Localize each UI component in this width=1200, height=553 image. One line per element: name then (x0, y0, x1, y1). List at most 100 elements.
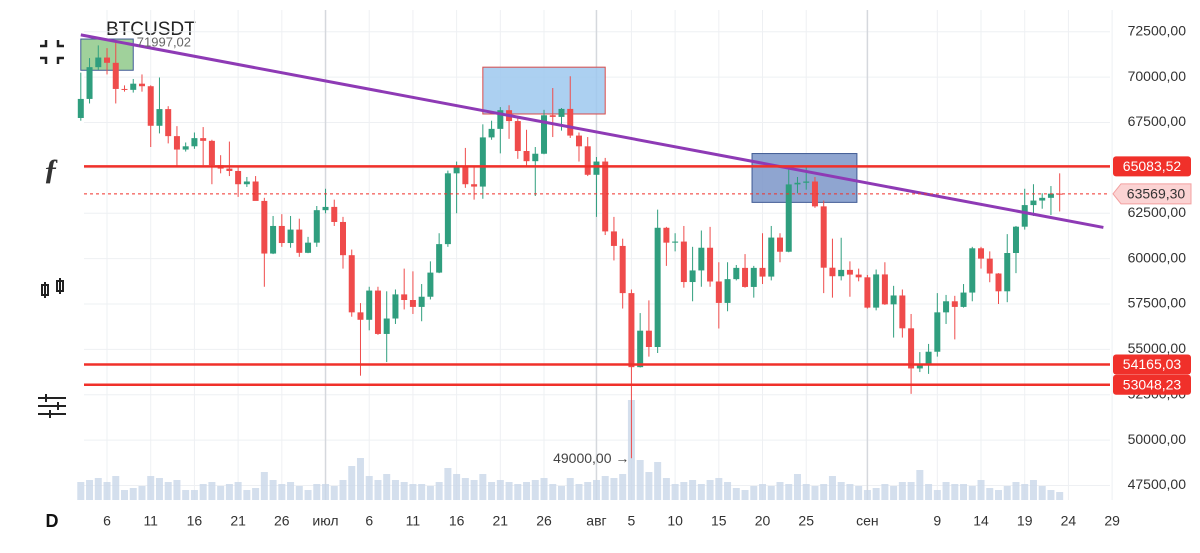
candle-body (471, 184, 478, 187)
volume-bar (496, 480, 504, 500)
candle-body (165, 109, 172, 137)
interval[interactable]: D (46, 511, 59, 531)
volume-bar (287, 482, 295, 500)
candle-body (698, 247, 705, 271)
volume-bar (828, 476, 836, 500)
volume-bar (1029, 480, 1037, 500)
candle-body (777, 237, 783, 252)
candle-icon[interactable] (41, 278, 64, 298)
volume-bar (1038, 486, 1046, 500)
x-tick-label: 6 (103, 513, 111, 529)
volume-bar (252, 488, 260, 500)
volume-bar (846, 484, 854, 500)
candle-body (1012, 226, 1019, 254)
volume-bar (575, 484, 583, 500)
candle-body (943, 301, 950, 313)
x-tick-label: 26 (536, 513, 552, 529)
volume-bar (951, 484, 959, 500)
volume-bar (601, 476, 609, 500)
volume-bar (811, 486, 819, 500)
volume-bar (208, 482, 216, 500)
volume-bar (820, 484, 828, 500)
volume-bar (243, 490, 251, 500)
candle-body (785, 184, 792, 252)
volume-bar (680, 482, 688, 500)
x-tick-label: 15 (711, 513, 727, 529)
fullscreen-icon[interactable] (40, 40, 64, 64)
level-label: 53048,23 (1123, 376, 1182, 392)
candle-body (680, 241, 687, 283)
candle-body (418, 296, 425, 307)
volume-bar (933, 490, 941, 500)
volume-bar (391, 480, 399, 500)
candle-body (916, 364, 923, 369)
volume-bar (785, 484, 793, 500)
volume-bar (77, 482, 85, 500)
volume-bar (322, 484, 330, 500)
candle-body (811, 181, 818, 207)
candle-body (497, 110, 504, 129)
volume-bar (1021, 484, 1029, 500)
trendline (80, 33, 1104, 229)
volume-bar (558, 486, 565, 500)
volume-bar (418, 484, 426, 500)
volume-bar (1012, 482, 1020, 500)
candle-body (934, 312, 941, 352)
candle-body (715, 281, 722, 303)
candle-body (724, 279, 731, 303)
y-tick-label: 67500,00 (1128, 113, 1187, 129)
x-tick-label: 29 (1104, 513, 1120, 529)
volume-bar (523, 482, 531, 500)
volume-bar (313, 484, 321, 500)
volume-bar (977, 480, 985, 500)
volume-bar (129, 488, 137, 500)
volume-bar (190, 490, 198, 500)
volume-bar (863, 490, 871, 500)
x-tick-label: сен (856, 513, 879, 529)
volume-bar (155, 478, 163, 500)
candle-body (156, 109, 163, 126)
volume-bar (741, 490, 749, 500)
volume-bar (479, 474, 487, 500)
volume-bar (671, 484, 679, 500)
candle-body (549, 115, 556, 117)
candle-body (1030, 200, 1037, 206)
volume-bar (925, 484, 933, 500)
candle-body (130, 83, 137, 90)
candle-body (366, 290, 373, 320)
volume-bar (1047, 490, 1055, 500)
candle-body (305, 242, 312, 253)
candle-body (147, 86, 154, 126)
indicator-icon[interactable]: ƒ (44, 153, 59, 186)
candle-body (960, 292, 967, 307)
volume-bar (750, 486, 758, 500)
volume-bar (374, 480, 382, 500)
volume-bar (182, 490, 190, 500)
candle-body (374, 290, 381, 334)
volume-bar (724, 482, 732, 500)
settings-icon[interactable] (38, 394, 66, 418)
candle-body (226, 168, 233, 171)
volume-bar (837, 482, 845, 500)
candle-body (191, 138, 198, 147)
y-tick-label: 57500,00 (1128, 295, 1187, 311)
candle-body (602, 161, 609, 232)
volume-bar (610, 478, 618, 500)
candle-body (392, 294, 399, 319)
volume-bar (898, 482, 906, 500)
volume-bar (435, 482, 443, 500)
volume-bar (793, 474, 801, 500)
candle-body (462, 167, 469, 185)
volume-bar (470, 480, 478, 500)
volume-bar (339, 480, 347, 500)
candle-body (1056, 193, 1063, 195)
x-tick-label: 11 (406, 513, 421, 529)
x-tick-label: 16 (187, 513, 203, 529)
volume-bar (689, 480, 697, 500)
volume-bar (278, 484, 286, 500)
level-label-box (1113, 374, 1191, 395)
volume-bar (348, 466, 356, 500)
candle-body (514, 121, 521, 152)
volume-bar (584, 482, 592, 500)
